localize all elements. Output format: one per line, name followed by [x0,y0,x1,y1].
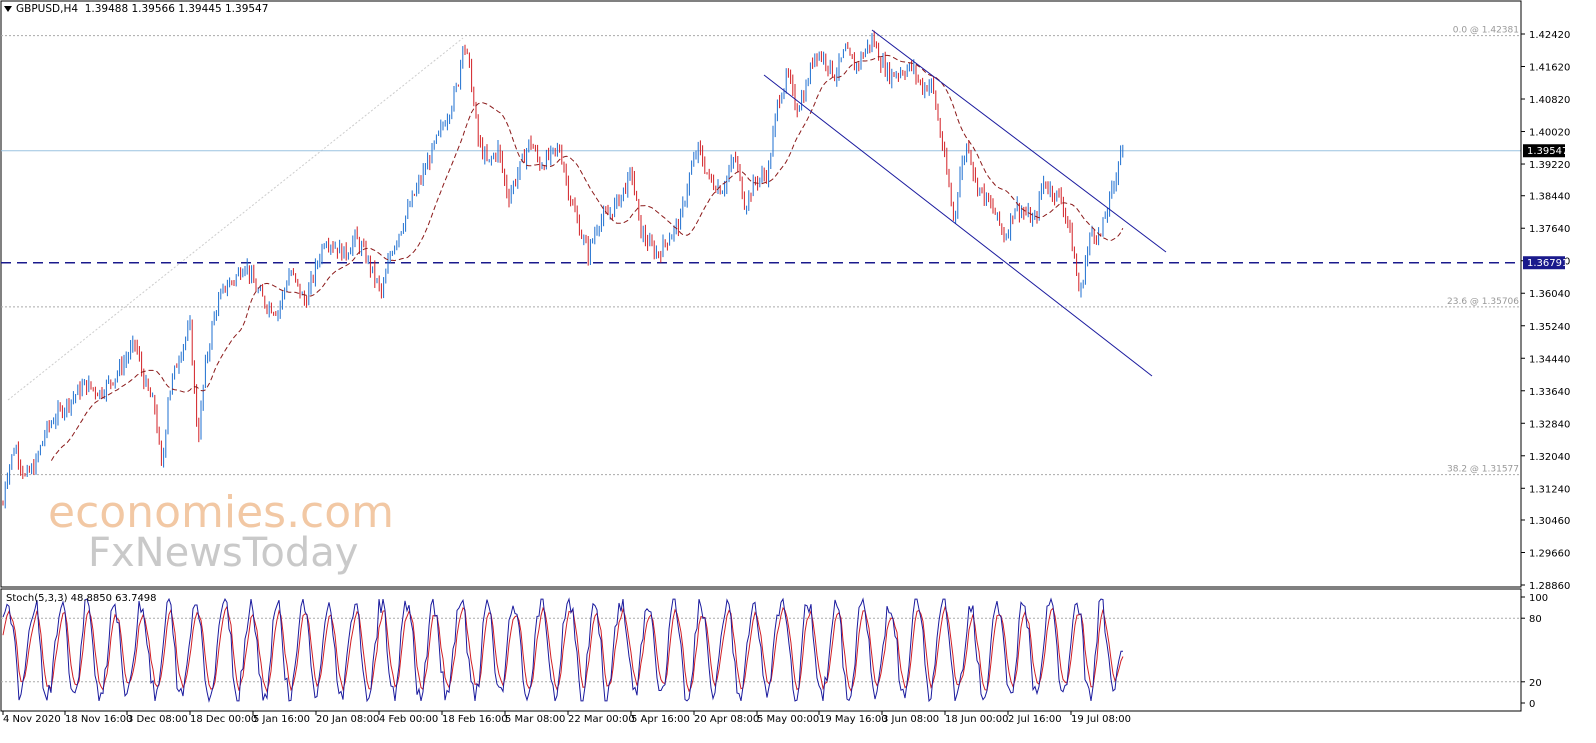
price-tick-label: 1.39220 [1529,160,1570,171]
stochastic-axis: 100 80 20 0 [1520,589,1548,711]
moving-average-line [50,54,1124,461]
watermark-fxnewstoday: FxNewsToday [88,530,358,576]
time-tick-label: 5 May 00:00 [757,714,819,725]
price-tick-label: 1.29660 [1529,548,1570,559]
stochastic-main-line [2,597,1123,703]
time-tick-label: 3 Jun 08:00 [882,714,939,725]
price-axis: 1.42420 1.41620 1.40820 1.40020 1.39220 1.384… [1520,1,1570,592]
price-tick-label: 1.41620 [1529,63,1570,74]
current-price-tag: 1.39547 [1523,144,1568,158]
price-tick-label: 1.28860 [1529,581,1570,592]
time-axis: 4 Nov 2020 18 Nov 16:003 Dec 08:00 18 Dec … [2,711,1131,725]
price-tick-label: 1.30460 [1529,516,1570,527]
time-tick-label: 20 Apr 08:00 [694,714,759,725]
time-tick-label: 18 Feb 16:00 [442,714,508,725]
time-tick-label: 5 Jan 16:00 [253,714,310,725]
price-tick-label: 1.36040 [1529,289,1570,300]
fibonacci-level-label: 23.6 @ 1.35706 [1447,297,1519,307]
price-tick-label: 1.42420 [1529,30,1570,41]
time-tick-label: 18 Jun 00:00 [945,714,1009,725]
price-tick-label: 1.31240 [1529,484,1570,495]
time-tick-label: 4 Nov 2020 [3,714,61,725]
time-tick-label: 22 Mar 00:00 [568,714,635,725]
stochastic-tick-label: 20 [1529,678,1542,689]
ohlc-values: 1.39488 1.39566 1.39445 1.39547 [84,3,269,15]
time-tick-label: 19 Jul 08:00 [1071,714,1131,725]
price-tick-label: 1.33640 [1529,387,1570,398]
fibonacci-levels: 0.0 @ 1.42381 23.6 @ 1.35706 38.2 @ 1.3157… [1,26,1521,476]
svg-text:1.36791: 1.36791 [1527,258,1568,269]
symbol-label: GBPUSD,H4 [16,3,79,15]
stochastic-label: Stoch(5,3,3) 48.8850 63.7498 [6,593,157,604]
stochastic-tick-label: 0 [1529,699,1535,710]
price-tick-label: 1.37640 [1529,224,1570,235]
level-price-tag: 1.36791 [1523,256,1568,270]
time-tick-label: 19 May 16:00 [819,714,888,725]
price-tick-label: 1.32840 [1529,419,1570,430]
time-tick-label: 5 Apr 16:00 [631,714,690,725]
time-tick-label: 20 Jan 08:00 [316,714,379,725]
price-tick-label: 1.34440 [1529,354,1570,365]
price-tick-label: 1.40820 [1529,95,1570,106]
fibonacci-level-label: 0.0 @ 1.42381 [1453,26,1519,36]
price-tick-label: 1.35240 [1529,322,1570,333]
fibonacci-trendline [7,37,464,401]
svg-text:1.39547: 1.39547 [1527,146,1568,157]
time-tick-label: 18 Dec 00:00 [190,714,257,725]
price-tick-label: 1.40020 [1529,128,1570,139]
time-tick-label: 3 Dec 08:00 [127,714,188,725]
stochastic-signal-line [2,605,1124,694]
stochastic-tick-label: 100 [1529,593,1548,604]
price-tick-label: 1.32040 [1529,452,1570,463]
stochastic-tick-label: 80 [1529,614,1542,625]
watermark-economies: economies.com [48,487,394,538]
collapse-triangle-icon[interactable] [4,6,12,12]
price-tick-label: 1.38440 [1529,192,1570,203]
time-tick-label: 18 Nov 16:00 [65,714,132,725]
symbol-header: GBPUSD,H4 1.39488 1.39566 1.39445 1.3954… [4,3,268,15]
channel-upper-line[interactable] [871,29,1167,253]
candlestick-series [2,30,1124,509]
time-tick-label: 2 Jul 16:00 [1008,714,1062,725]
time-tick-label: 4 Feb 00:00 [379,714,438,725]
fibonacci-level-label: 38.2 @ 1.31577 [1447,465,1519,475]
time-tick-label: 5 Mar 08:00 [505,714,565,725]
channel-lower-line[interactable] [763,74,1153,377]
